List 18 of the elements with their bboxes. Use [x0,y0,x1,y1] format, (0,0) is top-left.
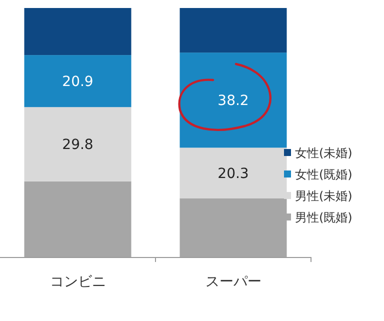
bar [24,55,132,108]
legend-label: 男性(既婚) [295,210,352,224]
bar [24,8,132,56]
bar [180,198,287,257]
data-label: 20.3 [218,166,249,182]
legend-label: 男性(未婚) [295,189,352,203]
legend-label: 女性(既婚) [295,168,352,182]
data-label: 38.2 [218,93,249,110]
legend-label: 女性(未婚) [295,146,352,160]
bar [24,107,132,182]
bar [180,52,287,148]
bar [180,148,287,198]
data-label: 20.9 [62,74,94,90]
bar [24,181,132,257]
bar [180,8,287,53]
data-label: 29.8 [62,137,94,154]
x-tick-label: コンビニ [50,274,106,290]
x-tick-label: スーパー [205,274,262,290]
